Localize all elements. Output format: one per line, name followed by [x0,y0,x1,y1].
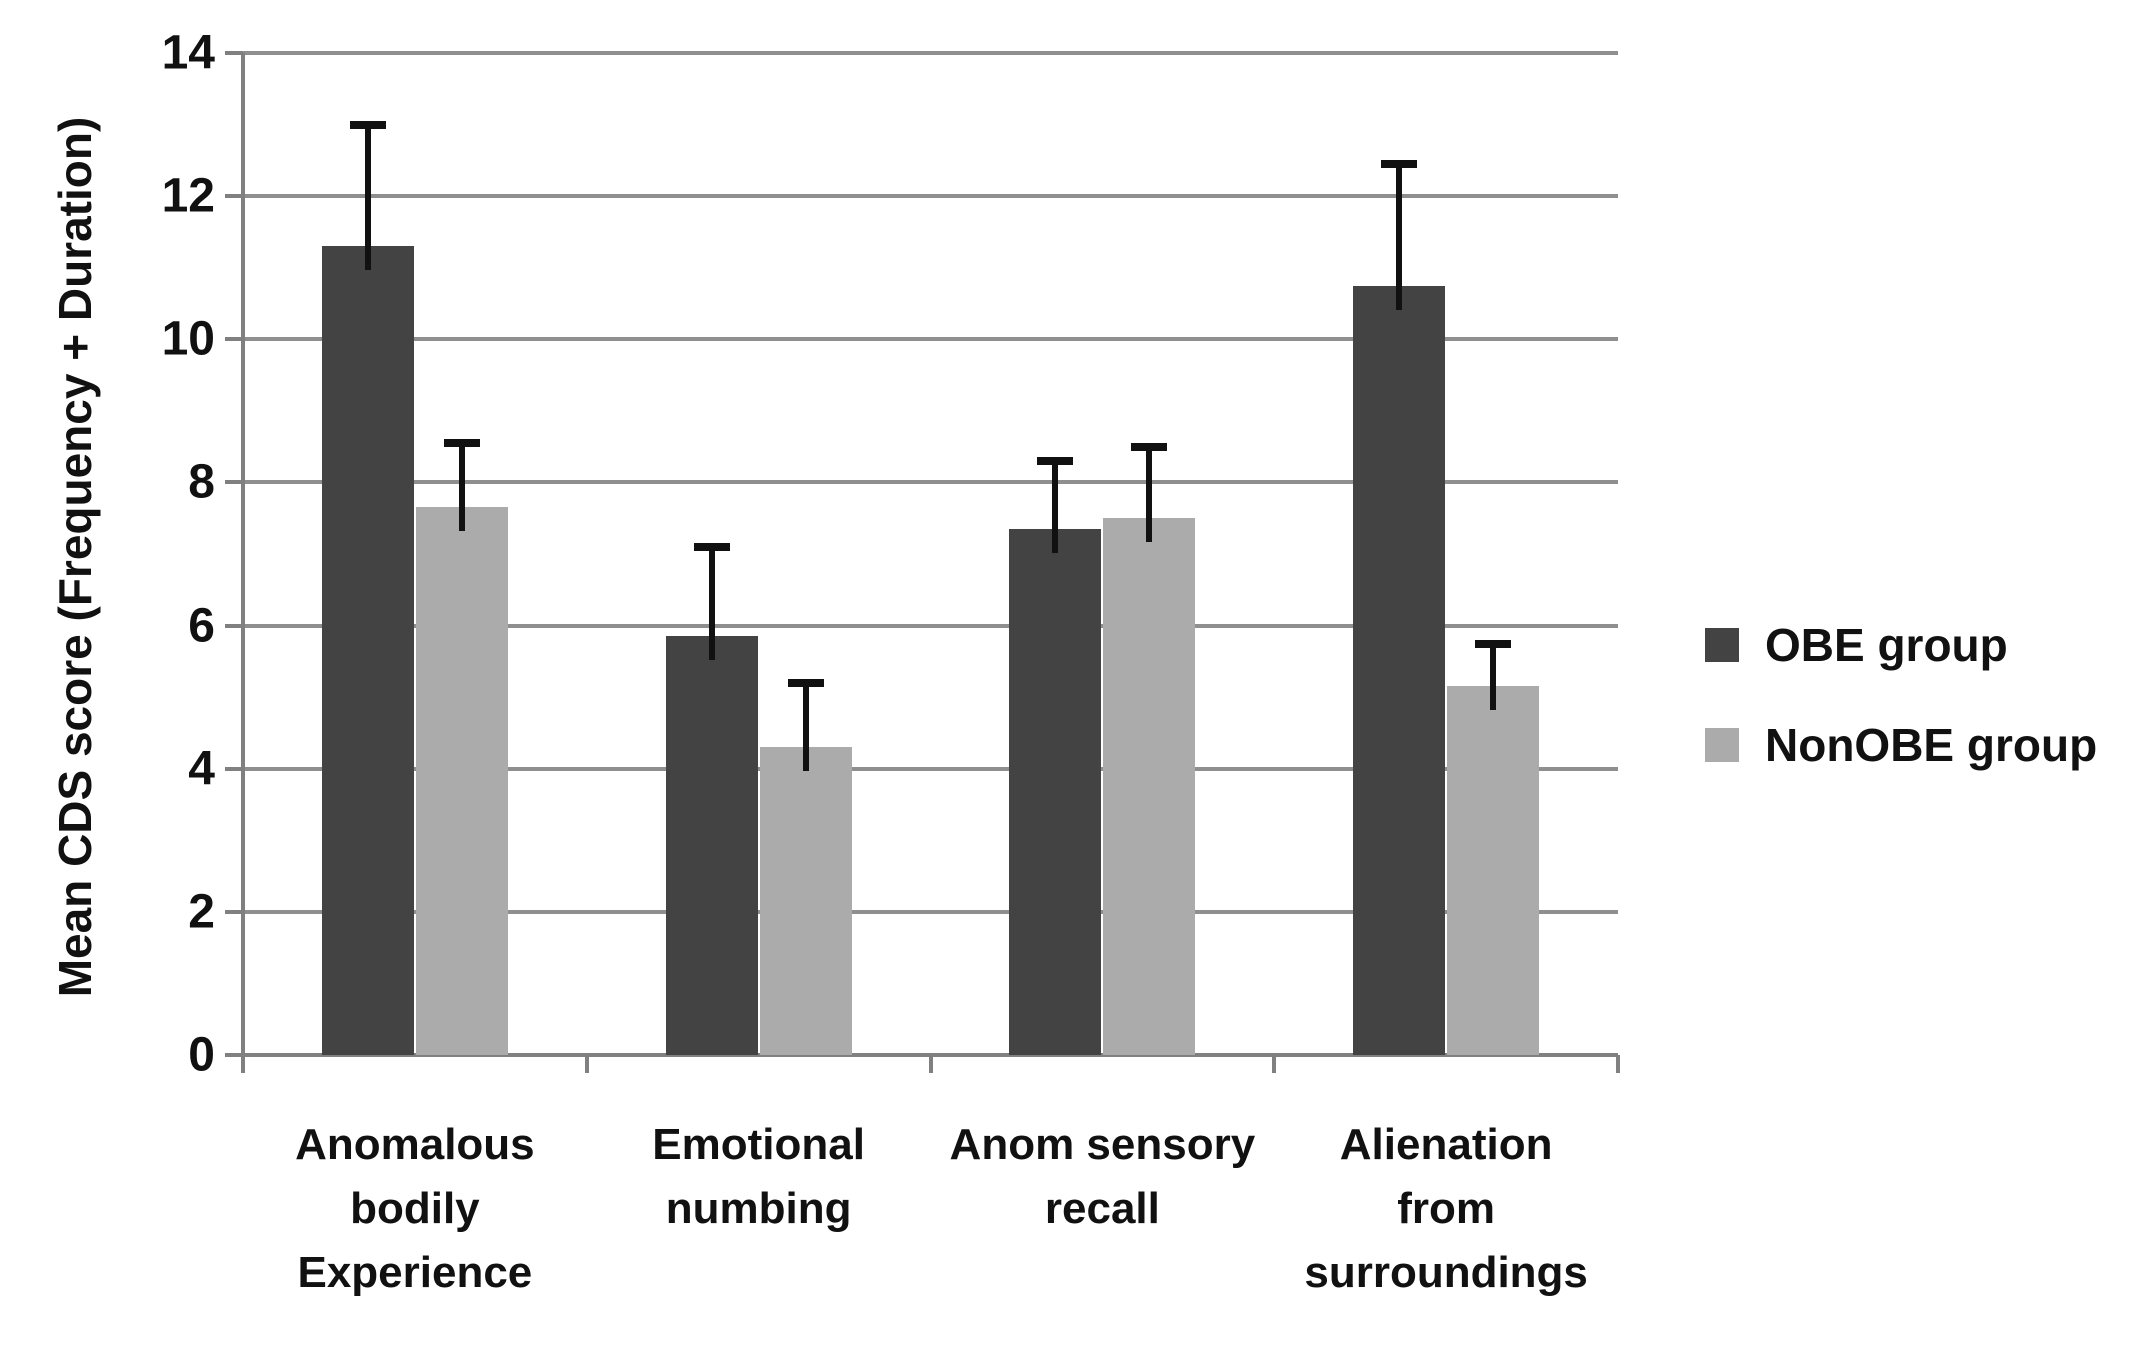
bar-nonobe-group-0 [415,507,508,1055]
x-tick-mark [584,1055,589,1073]
bar-nonobe-group-2 [1103,518,1196,1055]
x-category-label-line: surroundings [1304,1248,1588,1297]
y-tick-mark [225,909,243,914]
x-tick-mark [1272,1055,1277,1073]
gridline-6 [243,623,1618,628]
y-tick-mark [225,337,243,342]
error-bar-cap [1131,443,1168,452]
gridline-4 [243,766,1618,771]
y-tick-label-10: 10 [161,312,215,366]
legend-swatch-icon [1705,728,1739,762]
x-category-label-line: from [1397,1184,1496,1233]
gridline-14 [243,51,1618,55]
x-category-label-line: numbing [665,1184,852,1233]
y-tick-label-8: 8 [188,455,215,509]
gridline-2 [243,909,1618,914]
error-bar-cap [443,439,480,448]
error-bar-cap [693,543,730,552]
legend-entry-nonobe-group: NonOBE group [1705,718,2097,772]
x-category-label-line: Alienation [1339,1120,1553,1169]
error-bar-cap [1475,639,1512,648]
y-tick-mark [225,194,243,199]
x-category-label-line: recall [1044,1184,1160,1233]
x-category-label-line: Anom sensory [949,1120,1256,1169]
y-tick-label-2: 2 [188,885,215,939]
x-category-label-0: Anomalous bodily Experience [243,1113,587,1305]
bar-nonobe-group-3 [1447,686,1540,1055]
legend-swatch-icon [1705,628,1739,662]
legend-label: NonOBE group [1765,719,2098,771]
error-bar [458,439,465,532]
y-tick-mark [225,51,243,55]
x-category-label-line: Experience [297,1248,533,1297]
error-bar-cap [1381,160,1418,169]
y-tick-label-6: 6 [188,599,215,653]
x-tick-mark [928,1055,933,1073]
legend-entry-obe-group: OBE group [1705,618,2008,672]
error-bar [1490,639,1497,711]
gridline-10 [243,337,1618,342]
error-bar [1052,457,1059,553]
bar-obe-group-1 [665,636,758,1055]
x-category-label-line: bodily [350,1184,480,1233]
error-bar [802,679,809,772]
y-tick-label-4: 4 [188,742,215,796]
error-bar [1146,443,1153,543]
x-axis-line [225,1053,1618,1057]
bar-obe-group-3 [1353,285,1446,1055]
x-tick-mark [241,1055,245,1073]
x-category-label-3: Alienation from surroundings [1274,1113,1618,1305]
y-tick-label-12: 12 [161,169,215,223]
error-bar-cap [349,120,386,129]
y-tick-mark [225,480,243,485]
bar-obe-group-2 [1009,528,1102,1055]
legend-label: OBE group [1765,619,2008,671]
gridline-12 [243,194,1618,199]
x-tick-mark [1616,1055,1620,1073]
error-bar-cap [787,679,824,688]
y-tick-mark [225,766,243,771]
y-tick-label-0: 0 [188,1028,215,1082]
x-category-label-1: Emotional numbing [587,1113,931,1241]
error-bar [364,120,371,271]
error-bar-cap [1037,457,1074,466]
y-axis-line [241,53,245,1073]
y-tick-label-14: 14 [161,26,215,80]
x-category-label-2: Anom sensory recall [931,1113,1275,1241]
x-category-label-line: Anomalous [295,1120,535,1169]
error-bar [708,543,715,661]
bar-obe-group-0 [321,246,414,1055]
gridline-8 [243,480,1618,485]
bar-nonobe-group-1 [759,747,852,1055]
y-tick-mark [225,623,243,628]
error-bar [1396,160,1403,310]
x-category-label-line: Emotional [652,1120,865,1169]
